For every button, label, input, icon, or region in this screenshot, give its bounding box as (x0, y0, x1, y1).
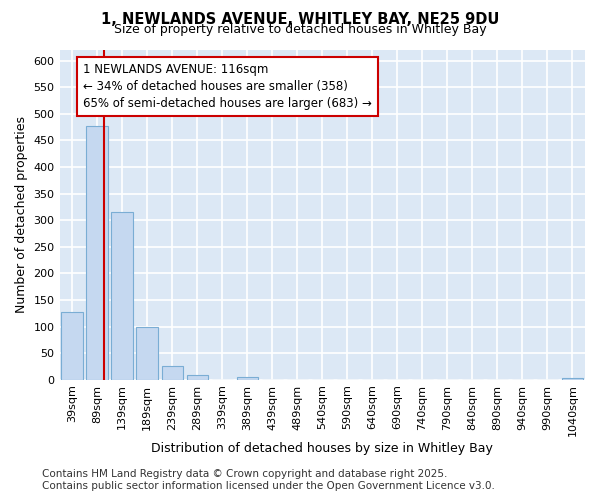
Text: 1 NEWLANDS AVENUE: 116sqm
← 34% of detached houses are smaller (358)
65% of semi: 1 NEWLANDS AVENUE: 116sqm ← 34% of detac… (83, 64, 372, 110)
Bar (187, 375, 208, 380)
Bar (161, 366, 183, 380)
Bar (236, 377, 258, 380)
Bar (61, 312, 83, 380)
Bar (112, 212, 133, 380)
X-axis label: Distribution of detached houses by size in Whitley Bay: Distribution of detached houses by size … (151, 442, 493, 455)
Bar (86, 126, 108, 380)
Text: Contains HM Land Registry data © Crown copyright and database right 2025.
Contai: Contains HM Land Registry data © Crown c… (42, 470, 495, 491)
Y-axis label: Number of detached properties: Number of detached properties (15, 116, 28, 314)
Bar (136, 327, 158, 380)
Text: 1, NEWLANDS AVENUE, WHITLEY BAY, NE25 9DU: 1, NEWLANDS AVENUE, WHITLEY BAY, NE25 9D… (101, 12, 499, 28)
Text: Size of property relative to detached houses in Whitley Bay: Size of property relative to detached ho… (113, 22, 487, 36)
Bar (562, 378, 583, 380)
